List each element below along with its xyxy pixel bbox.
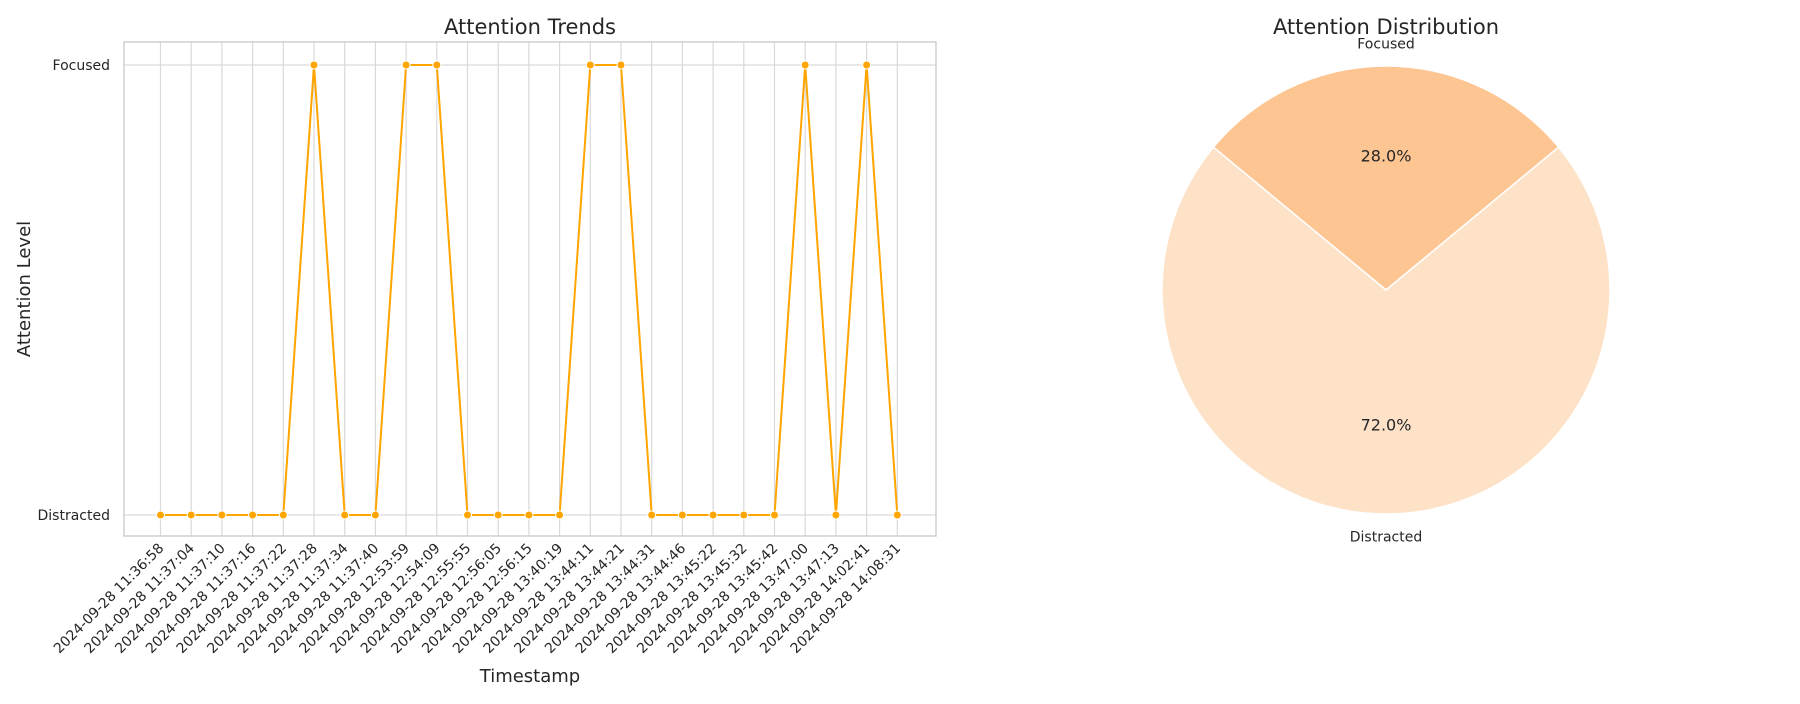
data-point xyxy=(248,510,258,520)
pie-chart-title: Attention Distribution xyxy=(1273,15,1499,39)
line-plot-frame xyxy=(123,41,937,537)
data-point xyxy=(739,510,749,520)
data-point xyxy=(555,510,565,520)
line-y-axis-label: Attention Level xyxy=(14,221,35,357)
pie-slice-label: Focused xyxy=(1357,37,1414,53)
pie-chart: Attention Distribution Focused 28.0% Distr… xyxy=(1161,15,1611,546)
data-point xyxy=(524,510,534,520)
line-chart: Distracted Focused 2024-09-28 11:36:58202… xyxy=(14,15,937,687)
data-point xyxy=(647,510,657,520)
data-point xyxy=(278,510,288,520)
data-point xyxy=(401,60,411,70)
pie-slice-percentage: 72.0% xyxy=(1361,415,1412,434)
data-point xyxy=(432,60,442,70)
data-point xyxy=(309,60,319,70)
data-point xyxy=(616,60,626,70)
pie-slice-focused xyxy=(1212,65,1560,291)
data-point xyxy=(831,510,841,520)
line-chart-title: Attention Trends xyxy=(444,15,616,39)
data-point xyxy=(770,510,779,520)
data-point xyxy=(493,510,503,520)
line-y-ticks: Distracted Focused xyxy=(38,58,110,524)
pie-slice-percentage: 28.0% xyxy=(1361,147,1412,166)
y-tick-label: Distracted xyxy=(38,508,110,524)
line-series xyxy=(156,60,902,520)
data-point xyxy=(862,60,872,70)
pie-slice-label: Distracted xyxy=(1350,529,1422,545)
data-point xyxy=(800,60,810,70)
data-point xyxy=(156,510,165,520)
data-point xyxy=(892,510,902,520)
pie-slices xyxy=(1161,65,1611,515)
data-point xyxy=(370,510,380,520)
data-point xyxy=(585,60,595,70)
data-point xyxy=(186,510,196,520)
y-tick-label: Focused xyxy=(53,58,110,74)
line-x-axis-label: Timestamp xyxy=(479,666,580,687)
data-point xyxy=(340,510,350,520)
pie-labels: Focused 28.0% Distracted 72.0% xyxy=(1350,37,1422,546)
data-point xyxy=(677,510,687,520)
data-point xyxy=(463,510,472,520)
data-point xyxy=(708,510,718,520)
data-point xyxy=(217,510,227,520)
pie-slice-distracted xyxy=(1161,146,1611,515)
line-grid xyxy=(124,42,936,536)
